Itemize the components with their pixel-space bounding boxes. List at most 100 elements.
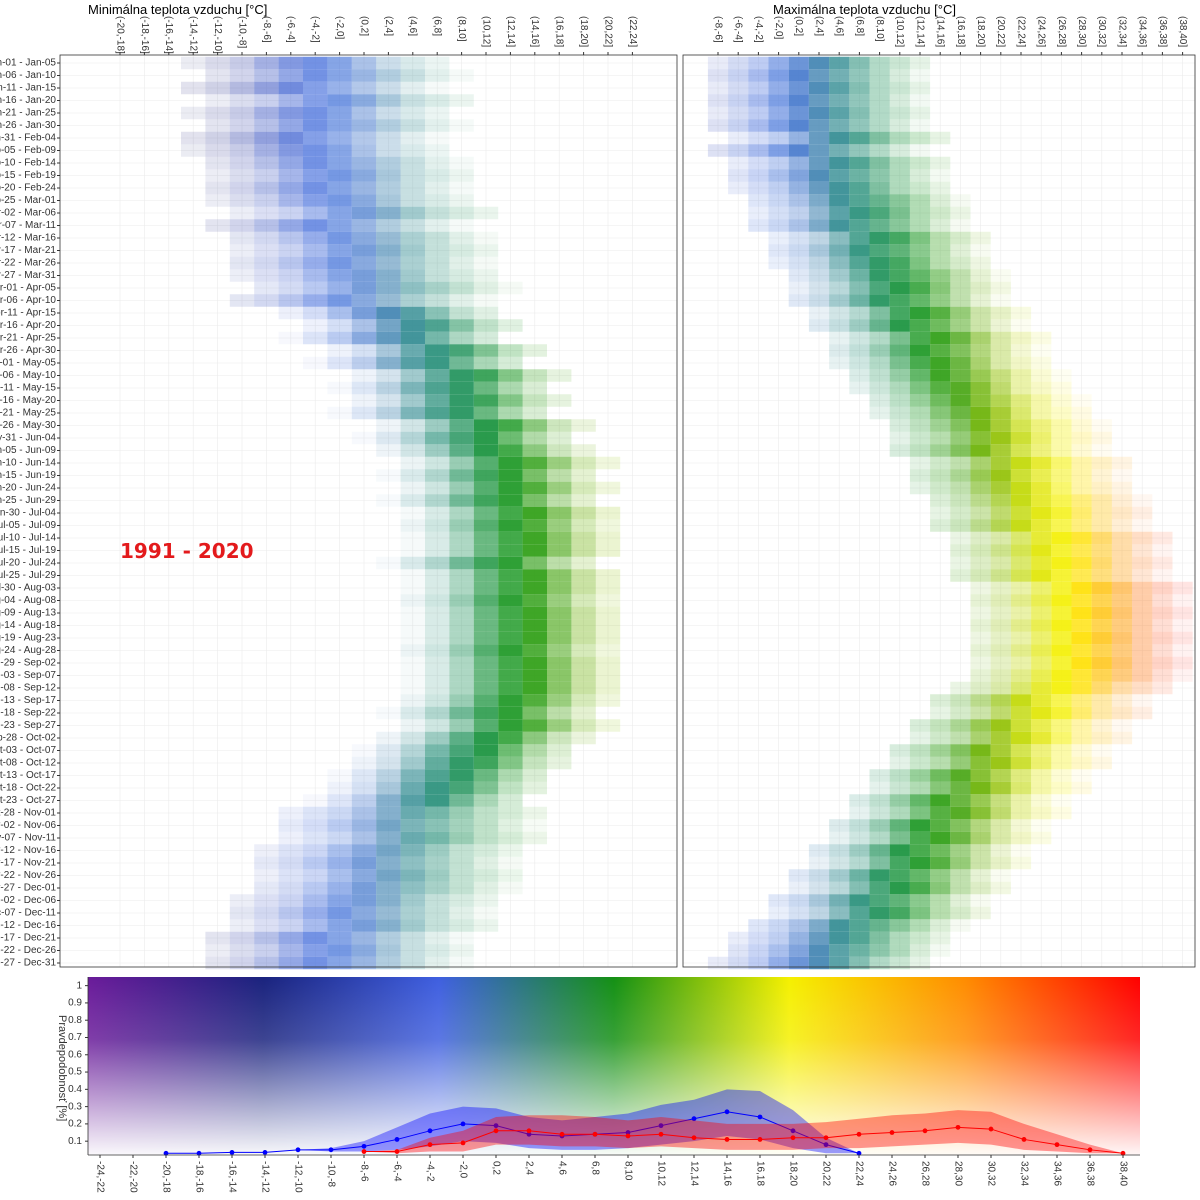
heat-cell — [327, 519, 351, 532]
y-tick-label: Jul-05 - Jul-09 — [0, 520, 56, 531]
heat-cell — [230, 569, 254, 582]
heat-cell — [950, 806, 971, 820]
heat-cell — [991, 69, 1011, 82]
heat-cell — [595, 694, 621, 707]
heat-cell — [181, 432, 205, 445]
heat-cell — [376, 431, 401, 445]
heat-cell — [748, 632, 768, 645]
heat-cell — [1092, 857, 1112, 870]
heat-cell — [108, 632, 132, 645]
heat-cell — [870, 519, 890, 532]
y-tick-label: May-01 - May-05 — [0, 358, 56, 369]
heat-cell — [1051, 357, 1071, 370]
heat-cell — [809, 732, 829, 745]
heat-cell — [547, 681, 572, 695]
heat-cell — [498, 669, 523, 682]
heat-cell — [303, 281, 328, 295]
heat-cell — [205, 519, 229, 532]
heat-cell — [181, 169, 205, 182]
heat-cell — [1011, 294, 1031, 307]
heat-cell — [768, 94, 789, 107]
heat-cell — [809, 407, 829, 420]
heat-cell — [205, 794, 229, 807]
heat-cell — [547, 819, 571, 832]
heat-cell — [254, 269, 279, 282]
heat-cell — [571, 757, 595, 770]
heat-cell — [748, 657, 768, 670]
heat-cell — [1072, 169, 1092, 182]
heat-cell — [303, 319, 328, 332]
heat-cell — [768, 944, 789, 957]
heat-cell — [789, 569, 809, 582]
heat-cell — [571, 481, 596, 495]
heat-cell — [971, 932, 991, 945]
heat-cell — [1152, 531, 1173, 545]
heat-cell — [869, 131, 890, 145]
heat-cell — [596, 319, 620, 332]
heat-cell — [909, 181, 931, 195]
heat-cell — [1173, 769, 1193, 782]
heat-cell — [829, 281, 850, 295]
heat-cell — [1051, 756, 1072, 770]
heat-cell — [1010, 644, 1032, 657]
heat-cell — [473, 869, 499, 882]
heat-cell — [254, 219, 279, 232]
series-point — [1120, 1150, 1126, 1156]
heat-cell — [230, 807, 254, 820]
heat-cell — [181, 807, 205, 820]
x-tick-label: (-4,-2] — [753, 16, 764, 43]
heat-cell — [157, 169, 181, 182]
heat-cell — [327, 594, 351, 607]
heat-cell — [1091, 469, 1112, 482]
heat-cell — [473, 556, 499, 570]
heat-cell — [829, 744, 849, 757]
heat-cell — [789, 394, 809, 407]
heat-cell — [950, 419, 971, 432]
heat-cell — [809, 469, 829, 482]
heat-cell — [1173, 94, 1193, 107]
heat-cell — [788, 244, 809, 257]
heat-cell — [1051, 631, 1072, 645]
heat-cell — [1031, 756, 1052, 770]
heat-cell — [425, 706, 450, 720]
heat-cell — [1152, 219, 1172, 232]
heat-cell — [400, 181, 425, 195]
heat-cell — [1071, 769, 1092, 782]
heat-cell — [1072, 282, 1092, 295]
heat-cell — [181, 769, 205, 782]
heat-cell — [376, 919, 401, 932]
heat-cell — [1051, 244, 1071, 257]
series-point — [493, 1123, 499, 1129]
heat-cell — [889, 244, 910, 257]
heat-cell — [449, 919, 474, 932]
heat-cell — [869, 944, 890, 957]
heat-cell — [278, 894, 303, 907]
heat-cell — [930, 906, 951, 920]
heat-cell — [970, 231, 991, 245]
heat-cell — [1173, 207, 1193, 220]
heat-cell — [449, 256, 474, 270]
heat-cell — [1031, 819, 1052, 832]
heat-cell — [889, 906, 910, 920]
heat-cell — [620, 807, 644, 820]
x-tick-label: 8,10 — [622, 1161, 633, 1181]
heat-cell — [991, 219, 1011, 232]
y-tick-label: Feb-20 - Feb-24 — [0, 183, 56, 194]
heat-cell — [108, 832, 132, 845]
heat-cell — [1031, 381, 1052, 395]
heat-cell — [869, 931, 890, 945]
heat-cell — [1031, 244, 1051, 257]
heat-cell — [910, 657, 930, 670]
heat-cell — [1132, 282, 1152, 295]
x-tick-label: (16,18] — [554, 16, 565, 47]
heat-cell — [351, 106, 377, 120]
heat-cell — [1051, 832, 1071, 845]
heat-cell — [1173, 432, 1193, 445]
heat-cell — [849, 356, 870, 370]
heat-cell — [425, 444, 450, 457]
heat-cell — [229, 231, 255, 245]
heat-cell — [108, 382, 132, 395]
heat-cell — [376, 931, 401, 945]
heat-cell — [547, 481, 572, 495]
heat-cell — [522, 369, 547, 382]
